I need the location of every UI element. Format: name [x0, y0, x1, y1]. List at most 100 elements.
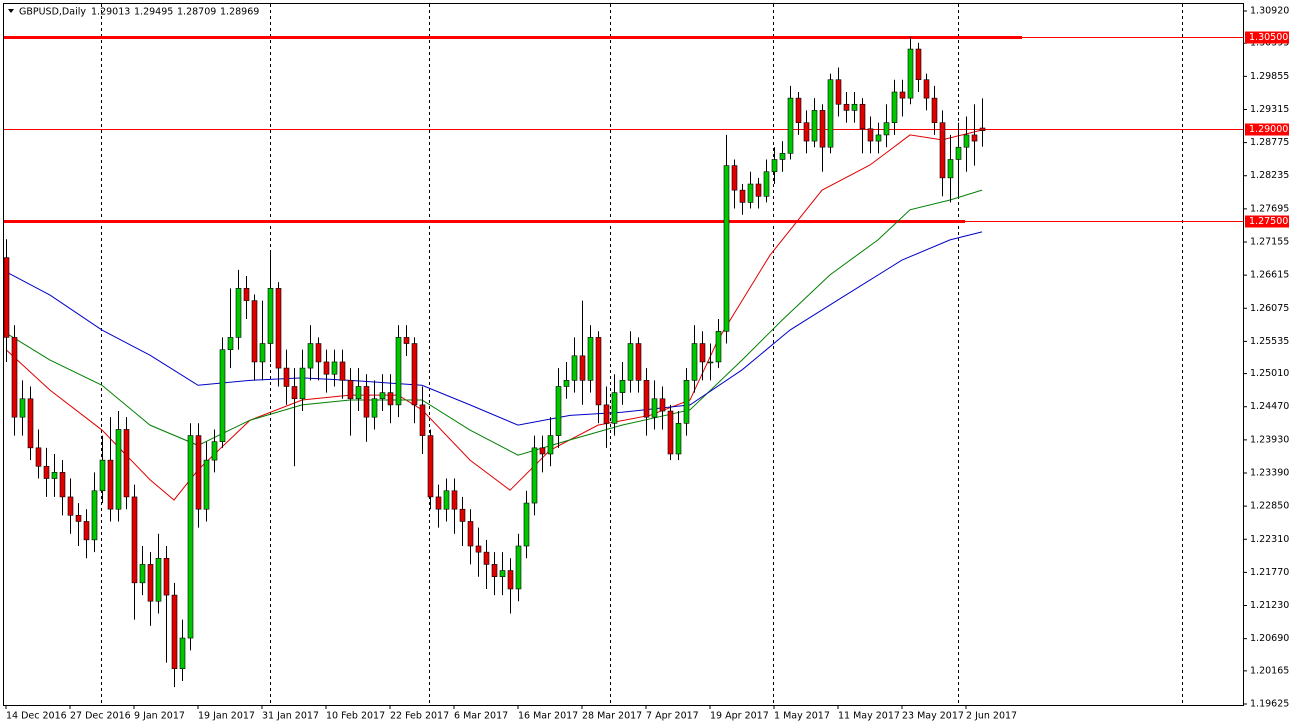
- candle-body: [915, 48, 922, 81]
- x-tick-label: 11 May 2017: [838, 711, 900, 722]
- candle-body: [315, 343, 322, 363]
- level-label: 1.30500: [1249, 32, 1288, 43]
- candle-body: [299, 367, 306, 400]
- candle-body: [347, 380, 354, 400]
- candle-body: [475, 545, 482, 553]
- candle-body: [947, 159, 954, 179]
- candle-body: [731, 165, 738, 191]
- candle-body: [723, 165, 730, 332]
- period-separators: [101, 4, 1183, 705]
- candle-body: [859, 103, 866, 130]
- candle-body: [507, 570, 514, 590]
- x-tick-label: 1 May 2017: [774, 711, 830, 722]
- level-label-box: [1245, 215, 1289, 228]
- candle-body: [3, 257, 10, 338]
- y-tick-label: 1.25535: [1250, 336, 1289, 347]
- candle-body: [147, 564, 154, 602]
- y-tick-label: 1.26615: [1250, 270, 1289, 281]
- candle-body: [483, 551, 490, 565]
- candle-body: [419, 404, 426, 436]
- header-high: 1.29495: [134, 7, 173, 18]
- y-tick-label: 1.19625: [1250, 699, 1289, 710]
- candle-body: [291, 386, 298, 400]
- candle-body: [883, 122, 890, 136]
- candle-body: [835, 79, 842, 105]
- candle-body: [131, 496, 138, 584]
- candle-body: [11, 337, 18, 418]
- candle-body: [19, 398, 26, 418]
- y-tick-label: 1.21770: [1250, 567, 1289, 578]
- candle-body: [67, 496, 74, 516]
- candle-body: [643, 380, 650, 418]
- x-tick-label: 27 Dec 2016: [70, 711, 131, 722]
- candle-body: [339, 361, 346, 381]
- level-label-box: [1245, 31, 1289, 44]
- candle-body: [459, 508, 466, 522]
- candle-body: [35, 447, 42, 467]
- y-tick-label: 1.23930: [1250, 434, 1289, 445]
- candle-body: [499, 570, 506, 577]
- candle-body: [99, 459, 106, 492]
- y-tick-label: 1.28775: [1250, 137, 1289, 148]
- candle-body: [907, 48, 914, 99]
- y-tick-label: 1.24470: [1250, 401, 1289, 412]
- candle-body: [219, 349, 226, 443]
- y-tick-label: 1.30920: [1250, 6, 1289, 17]
- candle-body: [235, 288, 242, 338]
- candle-body: [611, 392, 618, 424]
- y-tick-label: 1.27155: [1250, 237, 1289, 248]
- x-tick-label: 23 May 2017: [902, 711, 964, 722]
- candle-body: [819, 110, 826, 148]
- y-tick-label: 1.20165: [1250, 665, 1289, 676]
- candle-body: [699, 343, 706, 363]
- candle-body: [675, 423, 682, 455]
- candle-body: [979, 127, 986, 132]
- x-tick-label: 22 Feb 2017: [390, 711, 449, 722]
- x-tick-label: 7 Apr 2017: [646, 711, 699, 722]
- candle-body: [51, 472, 58, 479]
- candle-body: [443, 490, 450, 510]
- plot-frame: [3, 3, 1244, 706]
- candle-body: [427, 435, 434, 498]
- candle-body: [539, 447, 546, 455]
- candle-body: [83, 521, 90, 541]
- candle-body: [963, 134, 970, 148]
- candle-body: [115, 429, 122, 510]
- candle-body: [195, 435, 202, 510]
- candle-body: [371, 398, 378, 418]
- candle-body: [59, 472, 66, 498]
- candle-body: [259, 343, 266, 363]
- candle-body: [139, 564, 146, 584]
- y-tick-label: 1.29855: [1250, 71, 1289, 82]
- candle-body: [43, 465, 50, 479]
- candle-body: [227, 337, 234, 350]
- candle-body: [603, 404, 610, 424]
- candle-body: [563, 380, 570, 387]
- candle-body: [91, 490, 98, 541]
- candle-body: [739, 189, 746, 203]
- y-tick-label: 1.22310: [1250, 534, 1289, 545]
- candle-body: [395, 337, 402, 406]
- menu-arrow: [8, 9, 14, 13]
- candle-body: [891, 91, 898, 123]
- candle-body: [531, 447, 538, 504]
- candle-body: [283, 367, 290, 387]
- candle-body: [107, 459, 114, 510]
- y-tick-label: 1.25010: [1250, 368, 1289, 379]
- candle-body: [411, 343, 418, 406]
- candle-body: [267, 288, 274, 344]
- candle-body: [851, 103, 858, 111]
- x-tick-label: 9 Jan 2017: [134, 711, 185, 722]
- level-label-box: [1245, 123, 1289, 136]
- candle-body: [243, 288, 250, 301]
- candle-body: [803, 122, 810, 142]
- candle-body: [307, 343, 314, 369]
- candle-body: [355, 386, 362, 400]
- candle-body: [747, 183, 754, 203]
- candle-body: [795, 97, 802, 123]
- x-tick-label: 14 Dec 2016: [6, 711, 67, 722]
- candle-body: [155, 557, 162, 602]
- moving-average: [5, 129, 983, 501]
